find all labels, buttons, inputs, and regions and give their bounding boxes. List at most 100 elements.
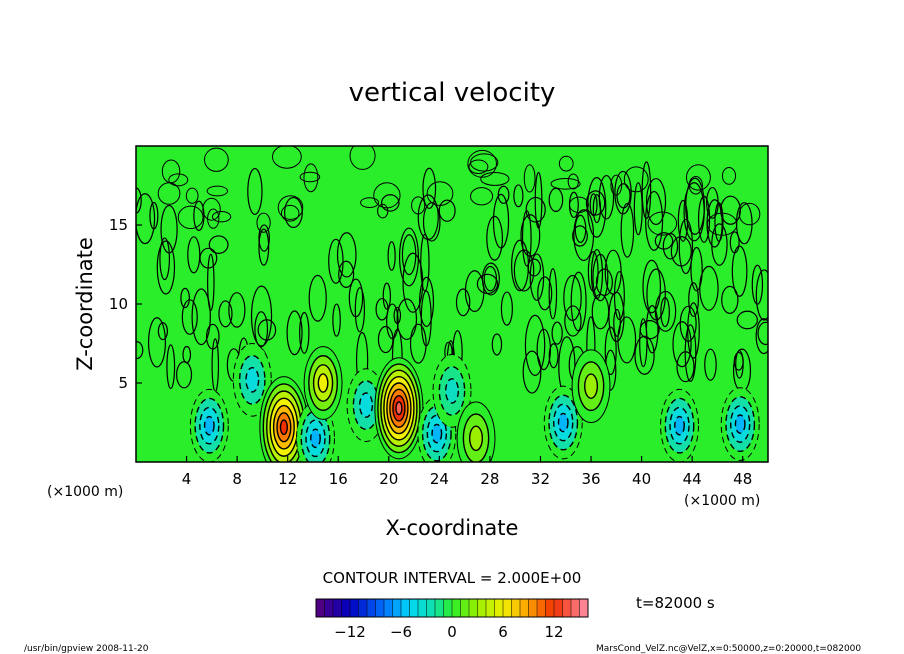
colorbar-segment (426, 599, 436, 617)
upper-turbulence-field (136, 146, 768, 398)
turbulence-contour (422, 167, 437, 210)
velocity-cell (432, 354, 472, 428)
turbulence-contour (199, 247, 218, 269)
contour-ring (279, 419, 289, 436)
turbulence-contour (706, 212, 738, 236)
turbulence-contour (218, 300, 233, 328)
turbulence-contour (469, 153, 499, 172)
contour-ring (203, 415, 215, 436)
turbulence-contour (208, 235, 229, 255)
y-tick-label: 10 (109, 295, 128, 313)
turbulence-contour (614, 170, 632, 215)
velocity-cell (232, 343, 272, 417)
contour-ring (468, 425, 484, 452)
turbulence-contour (280, 204, 300, 222)
turbulence-contour (548, 343, 559, 369)
contour-interval-label: CONTOUR INTERVAL = 2.000E+00 (323, 569, 582, 587)
turbulence-contour (672, 321, 692, 368)
turbulence-contour (182, 345, 192, 364)
colorbar-segment (545, 599, 555, 617)
turbulence-contour (684, 324, 697, 382)
colorbar-segment (350, 599, 359, 617)
colorbar-segment (477, 599, 487, 617)
turbulence-contour (336, 232, 357, 278)
colorbar-segment (469, 599, 478, 617)
colorbar-segment (537, 599, 546, 617)
turbulence-contour (377, 203, 389, 219)
colorbar-segment (324, 599, 334, 617)
turbulence-contour (634, 335, 655, 375)
turbulence-contour (736, 310, 758, 330)
colorbar-tick-label: 12 (544, 623, 563, 641)
turbulence-contour (642, 259, 662, 314)
turbulence-contour (417, 194, 439, 241)
colorbar-tick-label: −12 (334, 623, 366, 641)
x-tick-label: 12 (278, 470, 297, 488)
x-unit-left: (×1000 m) (47, 484, 123, 500)
turbulence-contour (608, 291, 625, 343)
turbulence-contour (645, 177, 667, 226)
turbulence-contour (181, 299, 198, 335)
turbulence-contour (620, 202, 635, 258)
colorbar-segment (562, 599, 572, 617)
turbulence-contour (157, 322, 169, 341)
turbulence-contour (396, 298, 418, 341)
x-tick-label: 4 (182, 470, 192, 488)
colorbar-segment (554, 599, 563, 617)
turbulence-contour (191, 288, 211, 346)
turbulence-contour (569, 196, 589, 214)
turbulence-contour (688, 176, 703, 195)
turbulence-contour (527, 258, 542, 277)
colorbar-segment (401, 599, 410, 617)
turbulence-contour (468, 159, 489, 175)
turbulence-contour (677, 199, 689, 242)
turbulence-contour (299, 311, 310, 354)
colorbar-segment (435, 599, 444, 617)
colorbar-segment (418, 599, 427, 617)
colorbar-segment (358, 599, 368, 617)
colorbar-segment (392, 599, 402, 617)
x-tick-label: 48 (733, 470, 752, 488)
turbulence-contour (738, 202, 761, 226)
colorbar-segment (367, 599, 376, 617)
turbulence-contour (633, 182, 643, 236)
turbulence-contour (491, 333, 503, 356)
turbulence-contour (522, 350, 542, 394)
colorbar-segment (375, 599, 385, 617)
turbulence-contour (205, 323, 220, 350)
turbulence-contour (258, 228, 270, 266)
y-axis: 5 10 15 (109, 216, 142, 392)
turbulence-contour (328, 238, 344, 284)
colorbar-ticks: −12 −6 0 6 12 (334, 623, 563, 641)
turbulence-contour (193, 200, 205, 231)
turbulence-contour (211, 211, 232, 223)
colorbar-tick-label: 6 (498, 623, 508, 641)
turbulence-contour (757, 321, 768, 346)
turbulence-contour (247, 167, 263, 215)
turbulence-contour (157, 182, 181, 205)
turbulence-contour (166, 344, 176, 390)
turbulence-contour (751, 264, 764, 305)
x-axis: 4 8 12 16 20 24 28 32 36 40 44 48 (182, 456, 752, 488)
colorbar-segment (443, 599, 453, 617)
plot-area (136, 146, 768, 462)
turbulence-contour (551, 321, 563, 345)
colorbar (315, 598, 589, 618)
turbulence-contour (438, 199, 456, 222)
turbulence-contour (610, 174, 623, 196)
colorbar-segment (511, 599, 521, 617)
colorbar-tick-label: 0 (447, 623, 457, 641)
x-tick-label: 20 (379, 470, 398, 488)
turbulence-contour (613, 270, 625, 321)
turbulence-contour (558, 155, 574, 172)
turbulence-contour (411, 196, 426, 215)
turbulence-contour (258, 224, 270, 252)
turbulence-contour (654, 232, 674, 250)
contour-ring (395, 401, 403, 416)
x-axis-label: X-coordinate (386, 516, 519, 540)
turbulence-contour (492, 193, 510, 249)
turbulence-contour (156, 240, 176, 295)
turbulence-contour (690, 246, 703, 292)
turbulence-contour (464, 270, 485, 313)
